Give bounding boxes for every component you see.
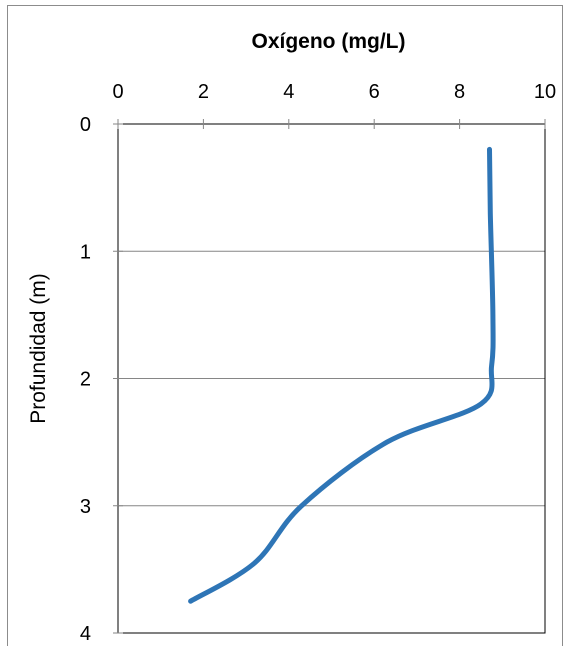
x-axis: 0 2 4 6 8 10 (112, 81, 556, 129)
y-axis: 0 1 2 3 4 (80, 114, 123, 645)
gridlines (118, 250, 545, 507)
y-tick-label: 3 (80, 496, 91, 518)
y-tick-label: 1 (80, 241, 91, 263)
x-tick-label: 0 (112, 81, 123, 103)
x-tick-label: 10 (534, 81, 556, 103)
y-axis-label: Profundidad (m) (27, 273, 50, 424)
x-tick-label: 4 (283, 81, 294, 103)
series-group (188, 146, 496, 604)
y-tick-label: 2 (80, 369, 91, 391)
x-tick-label: 2 (198, 81, 209, 103)
chart-border (7, 5, 563, 646)
x-tick-label: 8 (454, 81, 465, 103)
x-tick-label: 6 (369, 81, 380, 103)
y-tick-label: 0 (80, 114, 91, 136)
series-line (188, 146, 496, 604)
chart-title: Oxígeno (mg/L) (252, 30, 406, 53)
y-tick-label: 4 (80, 623, 91, 645)
